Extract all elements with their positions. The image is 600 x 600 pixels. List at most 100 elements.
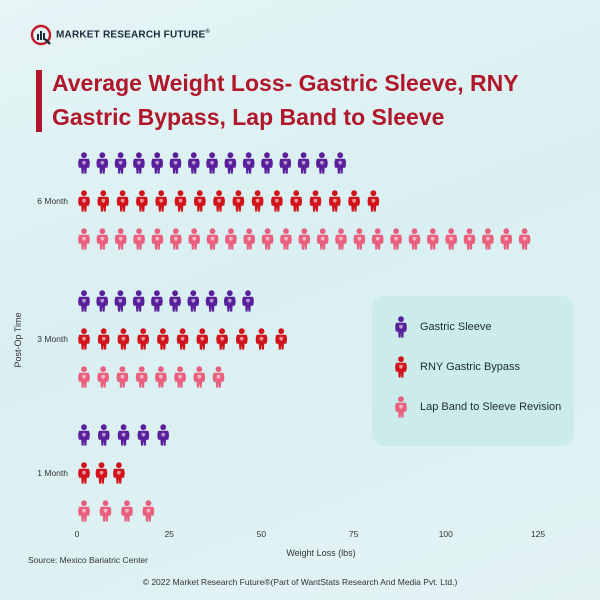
legend-label: Lap Band to Sleeve Revision bbox=[420, 401, 562, 413]
person-icon bbox=[243, 228, 256, 250]
category-label: 3 Month bbox=[37, 334, 68, 344]
person-icon bbox=[174, 190, 187, 212]
person-icon bbox=[114, 228, 127, 250]
person-icon bbox=[96, 290, 109, 312]
person-icon bbox=[136, 190, 148, 212]
person-icon bbox=[174, 366, 186, 388]
pictograph-bar bbox=[78, 500, 155, 522]
person-icon bbox=[99, 500, 112, 522]
person-icon bbox=[78, 366, 90, 388]
person-icon bbox=[155, 190, 168, 212]
person-icon bbox=[205, 290, 218, 312]
person-icon bbox=[242, 290, 254, 312]
person-icon bbox=[116, 190, 129, 212]
market-research-future-logo-icon bbox=[30, 24, 52, 46]
person-icon bbox=[390, 228, 402, 250]
x-tick-label: 25 bbox=[164, 529, 174, 539]
legend-label: Gastric Sleeve bbox=[420, 321, 492, 333]
person-icon bbox=[193, 366, 206, 388]
copyright-note: © 2022 Market Research Future®(Part of W… bbox=[142, 577, 458, 587]
person-icon bbox=[298, 228, 311, 250]
person-icon bbox=[426, 228, 439, 250]
pictograph-bar bbox=[78, 290, 254, 312]
person-icon bbox=[117, 328, 130, 350]
person-icon bbox=[335, 228, 347, 250]
person-icon bbox=[297, 152, 310, 174]
person-icon bbox=[235, 328, 248, 350]
pictograph-bar bbox=[78, 366, 225, 388]
x-tick-label: 0 bbox=[75, 529, 80, 539]
person-icon bbox=[334, 152, 347, 174]
person-icon bbox=[279, 152, 292, 174]
x-tick-label: 75 bbox=[349, 529, 359, 539]
person-icon bbox=[275, 328, 288, 350]
legend-item-lap-band: Lap Band to Sleeve Revision bbox=[394, 396, 561, 418]
person-icon bbox=[445, 228, 458, 250]
person-icon bbox=[78, 190, 90, 212]
person-icon bbox=[353, 228, 366, 250]
legend-item-gastric-sleeve: Gastric Sleeve bbox=[394, 316, 492, 338]
legend-person-icon-gastric-sleeve bbox=[395, 316, 407, 338]
person-icon bbox=[169, 228, 182, 250]
person-icon bbox=[316, 152, 328, 174]
person-icon bbox=[78, 328, 90, 350]
person-icon bbox=[225, 228, 237, 250]
person-icon bbox=[78, 500, 90, 522]
person-icon bbox=[216, 328, 228, 350]
person-icon bbox=[78, 228, 90, 250]
title-accent-bar bbox=[36, 70, 42, 132]
person-icon bbox=[135, 366, 148, 388]
person-icon bbox=[348, 190, 360, 212]
brand-name: MARKET RESEARCH FUTURE® bbox=[56, 29, 211, 41]
person-icon bbox=[223, 290, 236, 312]
person-icon bbox=[97, 190, 110, 212]
legend: Gastric Sleeve RNY Gastric Bypass Lap Ba… bbox=[372, 296, 574, 446]
person-icon bbox=[206, 152, 218, 174]
source-note: Source: Mexico Bariatric Center bbox=[28, 555, 148, 565]
person-icon bbox=[187, 290, 200, 312]
person-icon bbox=[116, 366, 129, 388]
person-icon bbox=[280, 228, 292, 250]
person-icon bbox=[242, 152, 255, 174]
person-icon bbox=[97, 328, 110, 350]
person-icon bbox=[151, 152, 164, 174]
pictograph-bar bbox=[78, 228, 531, 250]
legend-person-icon-lap-band bbox=[395, 396, 407, 418]
person-icon bbox=[187, 152, 200, 174]
x-tick-label: 100 bbox=[439, 529, 453, 539]
person-icon bbox=[78, 290, 90, 312]
person-icon bbox=[290, 190, 303, 212]
person-icon bbox=[78, 152, 90, 174]
person-icon bbox=[367, 190, 380, 212]
person-icon bbox=[169, 290, 181, 312]
person-icon bbox=[142, 500, 155, 522]
person-icon bbox=[114, 290, 127, 312]
person-icon bbox=[96, 152, 109, 174]
legend-item-rny-gastric-bypass: RNY Gastric Bypass bbox=[394, 356, 520, 378]
person-icon bbox=[95, 462, 108, 484]
pictograph-bar bbox=[78, 424, 170, 446]
person-icon bbox=[188, 228, 201, 250]
person-icon bbox=[114, 152, 127, 174]
category-label: 1 Month bbox=[37, 468, 68, 478]
person-icon bbox=[261, 152, 273, 174]
person-icon bbox=[518, 228, 531, 250]
person-icon bbox=[261, 228, 274, 250]
person-icon bbox=[96, 228, 109, 250]
person-icon bbox=[78, 424, 90, 446]
person-icon bbox=[78, 462, 90, 484]
person-icon bbox=[133, 152, 145, 174]
person-icon bbox=[232, 190, 245, 212]
person-icon bbox=[309, 190, 322, 212]
pictograph-bar bbox=[78, 328, 288, 350]
pictograph-bar bbox=[78, 190, 380, 212]
person-icon bbox=[193, 190, 206, 212]
category-group: 3 Month bbox=[37, 290, 288, 388]
person-icon bbox=[133, 228, 145, 250]
person-icon bbox=[500, 228, 513, 250]
person-icon bbox=[212, 366, 225, 388]
person-icon bbox=[251, 190, 264, 212]
person-icon bbox=[113, 462, 125, 484]
x-axis-label: Weight Loss (lbs) bbox=[286, 548, 355, 558]
